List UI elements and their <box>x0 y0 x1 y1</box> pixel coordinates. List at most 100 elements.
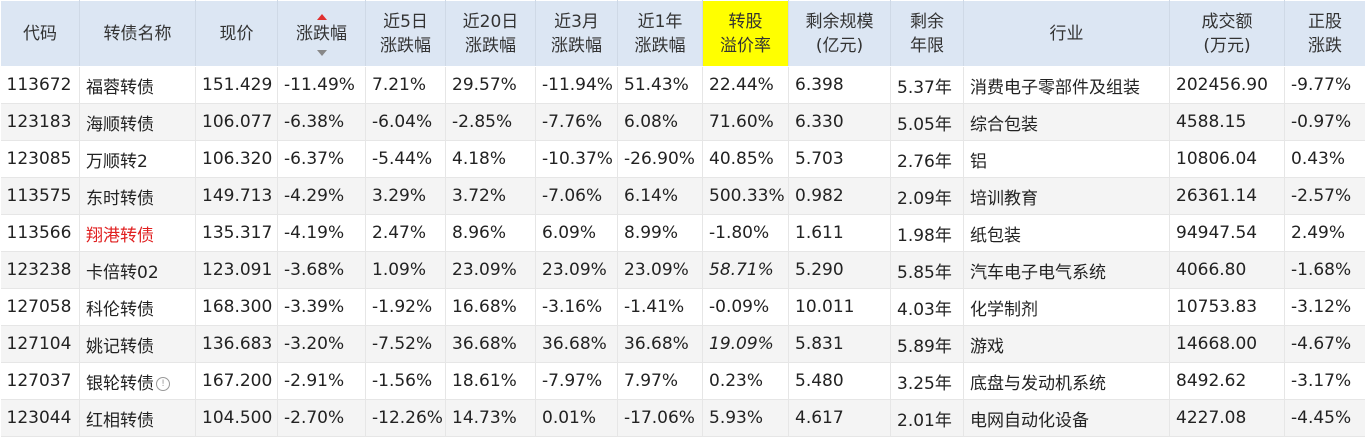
table-row[interactable]: 127037 银轮转债! 167.200 -2.91% -1.56% 18.61% -7.9… <box>0 362 1365 400</box>
cell-volume: 94947.54 <box>1169 214 1285 252</box>
column-header-name[interactable]: 转债名称 <box>79 0 196 67</box>
cell-chg5: -6.04% <box>365 103 446 141</box>
column-header-volume[interactable]: 成交额 (万元) <box>1169 0 1285 67</box>
cell-code[interactable]: 123044 <box>0 399 80 437</box>
cell-code[interactable]: 113672 <box>0 66 80 104</box>
cell-chg3m: 0.01% <box>535 399 618 437</box>
column-header-industry[interactable]: 行业 <box>963 0 1170 67</box>
cell-chg1y: -17.06% <box>617 399 703 437</box>
column-header-label: 行业 <box>1049 23 1084 44</box>
cell-chg20: -2.85% <box>445 103 536 141</box>
table-body: 113672 福蓉转债 151.429 -11.49% 7.21% 29.57% -11.9… <box>0 66 1365 437</box>
table-row[interactable]: 127058 科伦转债 168.300 -3.39% -1.92% 16.68% -3.16… <box>0 288 1365 326</box>
table-row[interactable]: 113566 翔港转债 135.317 -4.19% 2.47% 8.96% 6.09% 8.… <box>0 214 1365 252</box>
cell-industry: 汽车电子电气系统 <box>963 251 1170 289</box>
column-header-chg20[interactable]: 近20日 涨跌幅 <box>445 0 536 67</box>
column-header-price[interactable]: 现价 <box>195 0 278 67</box>
cell-volume: 4066.80 <box>1169 251 1285 289</box>
cell-chg3m: -7.76% <box>535 103 618 141</box>
cell-chg1y: 6.08% <box>617 103 703 141</box>
cell-stockchg: -4.67% <box>1284 325 1365 363</box>
cell-chg: -3.39% <box>277 288 366 326</box>
column-header-scale[interactable]: 剩余规模 (亿元) <box>788 0 891 67</box>
table-row[interactable]: 127104 姚记转债 136.683 -3.20% -7.52% 36.68% 36.68… <box>0 325 1365 363</box>
column-header-label: 成交额 (万元) <box>1201 11 1253 56</box>
cell-scale: 5.480 <box>788 362 891 400</box>
column-header-chg[interactable]: 涨跌幅 <box>277 0 366 67</box>
cell-premium: 71.60% <box>702 103 789 141</box>
cell-price: 104.500 <box>195 399 278 437</box>
cell-scale: 6.330 <box>788 103 891 141</box>
cell-industry: 综合包装 <box>963 103 1170 141</box>
table-row[interactable]: 113575 东时转债 149.713 -4.29% 3.29% 3.72% -7.06% 6… <box>0 177 1365 215</box>
column-header-chg1y[interactable]: 近1年 涨跌幅 <box>617 0 703 67</box>
column-header-label: 转债名称 <box>103 23 172 44</box>
cell-code[interactable]: 127104 <box>0 325 80 363</box>
cell-industry: 纸包装 <box>963 214 1170 252</box>
cell-years: 1.98年 <box>890 214 964 252</box>
cell-chg: -6.38% <box>277 103 366 141</box>
cell-name[interactable]: 万顺转2 <box>79 140 196 178</box>
cell-name[interactable]: 银轮转债! <box>79 362 196 400</box>
cell-chg5: -1.92% <box>365 288 446 326</box>
cell-chg: -3.20% <box>277 325 366 363</box>
column-header-years[interactable]: 剩余 年限 <box>890 0 964 67</box>
cell-chg20: 3.72% <box>445 177 536 215</box>
cell-name[interactable]: 姚记转债 <box>79 325 196 363</box>
cell-premium: -1.80% <box>702 214 789 252</box>
cell-stockchg: -9.77% <box>1284 66 1365 104</box>
cell-name[interactable]: 红相转债 <box>79 399 196 437</box>
table-row[interactable]: 113672 福蓉转债 151.429 -11.49% 7.21% 29.57% -11.9… <box>0 66 1365 104</box>
cell-chg3m: 23.09% <box>535 251 618 289</box>
cell-code[interactable]: 127037 <box>0 362 80 400</box>
cell-volume: 10806.04 <box>1169 140 1285 178</box>
column-header-stockchg[interactable]: 正股 涨跌 <box>1284 0 1365 67</box>
table-row[interactable]: 123085 万顺转2 106.320 -6.37% -5.44% 4.18% -10.37… <box>0 140 1365 178</box>
table-row[interactable]: 123044 红相转债 104.500 -2.70% -12.26% 14.73% 0.01… <box>0 399 1365 437</box>
cell-stockchg: -0.97% <box>1284 103 1365 141</box>
cell-code[interactable]: 127058 <box>0 288 80 326</box>
cell-volume: 26361.14 <box>1169 177 1285 215</box>
cell-name[interactable]: 卡倍转02 <box>79 251 196 289</box>
cell-code[interactable]: 123085 <box>0 140 80 178</box>
cell-chg3m: -3.16% <box>535 288 618 326</box>
cell-chg: -3.68% <box>277 251 366 289</box>
cell-chg5: -7.52% <box>365 325 446 363</box>
cell-chg3m: -7.97% <box>535 362 618 400</box>
cell-industry: 铝 <box>963 140 1170 178</box>
cell-name[interactable]: 海顺转债 <box>79 103 196 141</box>
cell-name[interactable]: 科伦转债 <box>79 288 196 326</box>
info-circle-icon[interactable]: ! <box>156 376 170 391</box>
column-header-premium[interactable]: 转股 溢价率 <box>702 0 789 67</box>
cell-chg: -4.29% <box>277 177 366 215</box>
cell-premium: 500.33% <box>702 177 789 215</box>
cell-chg20: 36.68% <box>445 325 536 363</box>
cell-scale: 4.617 <box>788 399 891 437</box>
cell-name[interactable]: 福蓉转债 <box>79 66 196 104</box>
column-header-chg3m[interactable]: 近3月 涨跌幅 <box>535 0 618 67</box>
cell-volume: 8492.62 <box>1169 362 1285 400</box>
column-header-label: 代码 <box>23 23 57 44</box>
table-row[interactable]: 123238 卡倍转02 123.091 -3.68% 1.09% 23.09% 23.09… <box>0 251 1365 289</box>
cell-code[interactable]: 113575 <box>0 177 80 215</box>
cell-chg5: 3.29% <box>365 177 446 215</box>
cell-code[interactable]: 123183 <box>0 103 80 141</box>
cell-code[interactable]: 113566 <box>0 214 80 252</box>
column-header-chg5[interactable]: 近5日 涨跌幅 <box>365 0 446 67</box>
cell-years: 5.85年 <box>890 251 964 289</box>
cell-price: 168.300 <box>195 288 278 326</box>
sort-desc-icon <box>316 49 327 56</box>
column-header-label: 现价 <box>219 23 254 44</box>
column-header-code[interactable]: 代码 <box>0 0 80 67</box>
cell-name[interactable]: 东时转债 <box>79 177 196 215</box>
cell-scale: 6.398 <box>788 66 891 104</box>
cell-chg1y: 36.68% <box>617 325 703 363</box>
table-row[interactable]: 123183 海顺转债 106.077 -6.38% -6.04% -2.85% -7.76… <box>0 103 1365 141</box>
cell-years: 3.25年 <box>890 362 964 400</box>
cell-price: 167.200 <box>195 362 278 400</box>
cell-years: 5.37年 <box>890 66 964 104</box>
cell-name[interactable]: 翔港转债 <box>79 214 196 252</box>
column-header-label: 近1年 涨跌幅 <box>634 11 686 56</box>
cell-code[interactable]: 123238 <box>0 251 80 289</box>
